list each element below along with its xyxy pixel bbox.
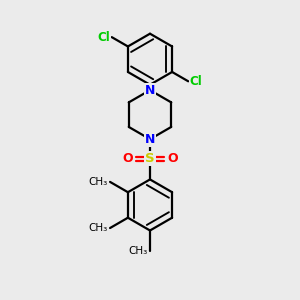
Text: O: O bbox=[167, 152, 178, 165]
Text: Cl: Cl bbox=[98, 31, 110, 44]
Text: N: N bbox=[145, 84, 155, 97]
Text: S: S bbox=[145, 152, 155, 165]
Text: CH₃: CH₃ bbox=[88, 223, 108, 233]
Text: CH₃: CH₃ bbox=[88, 177, 108, 187]
Text: CH₃: CH₃ bbox=[128, 246, 148, 256]
Text: N: N bbox=[145, 133, 155, 146]
Text: Cl: Cl bbox=[190, 75, 202, 88]
Text: O: O bbox=[122, 152, 133, 165]
